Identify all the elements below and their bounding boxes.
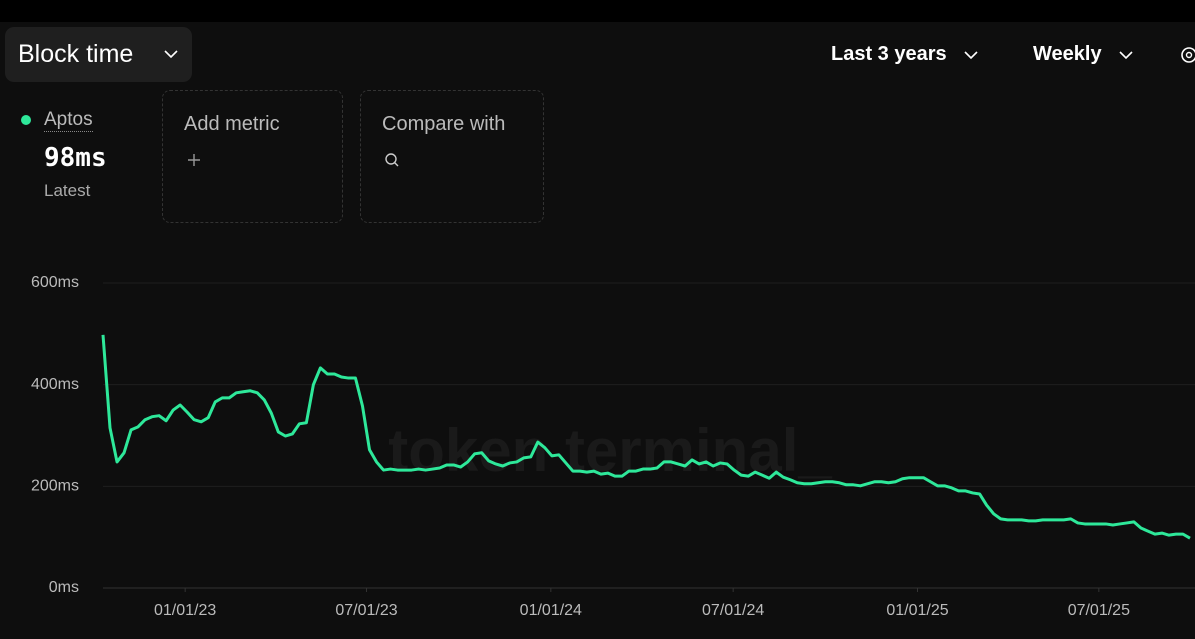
y-tick-label: 600ms bbox=[31, 274, 79, 291]
y-tick-label: 200ms bbox=[31, 478, 79, 495]
chevron bbox=[964, 51, 978, 60]
x-tick-label: 01/01/25 bbox=[886, 602, 948, 619]
chevron bbox=[1119, 51, 1133, 60]
y-tick-label: 0ms bbox=[49, 579, 79, 596]
compare-label: Compare with bbox=[382, 113, 506, 135]
legend-dot bbox=[21, 115, 31, 125]
add-metric-label: Add metric bbox=[184, 113, 280, 135]
compare-with[interactable]: Compare with bbox=[360, 90, 544, 223]
chevron bbox=[164, 50, 178, 59]
add-metric[interactable]: Add metric bbox=[162, 90, 343, 223]
top-bar bbox=[0, 0, 1195, 22]
range-select[interactable]: Last 3 years bbox=[831, 43, 978, 66]
x-tick-label: 07/01/25 bbox=[1068, 602, 1130, 619]
search-icon bbox=[385, 153, 399, 167]
plus-icon bbox=[188, 154, 200, 166]
x-tick-label: 07/01/24 bbox=[702, 602, 764, 619]
interval-select[interactable]: Weekly bbox=[1033, 43, 1133, 66]
latest-caption: Latest bbox=[44, 181, 91, 200]
metric-label: Block time bbox=[18, 40, 134, 68]
y-tick-label: 400ms bbox=[31, 376, 79, 393]
x-tick-label: 01/01/24 bbox=[520, 602, 582, 619]
interval-label: Weekly bbox=[1033, 43, 1102, 65]
settings-icon[interactable] bbox=[1179, 44, 1195, 66]
latest-value: 98ms bbox=[44, 143, 107, 173]
legend-name[interactable]: Aptos bbox=[44, 109, 93, 132]
x-tick-label: 01/01/23 bbox=[154, 602, 216, 619]
data-line bbox=[101, 334, 1191, 540]
range-label: Last 3 years bbox=[831, 43, 947, 65]
metric-select[interactable]: Block time bbox=[5, 27, 192, 82]
x-tick-label: 07/01/23 bbox=[335, 602, 397, 619]
